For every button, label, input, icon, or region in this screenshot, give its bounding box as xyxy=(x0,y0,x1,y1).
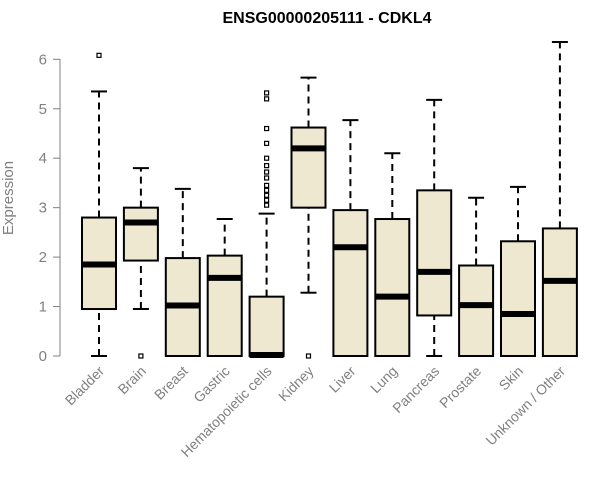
outlier-point xyxy=(138,353,144,359)
y-tick-label: 3 xyxy=(39,200,47,217)
outlier-point xyxy=(264,197,270,203)
iqr-box xyxy=(458,264,495,358)
outlier-point xyxy=(96,52,102,58)
box-group xyxy=(541,41,578,357)
outlier-point xyxy=(264,175,270,181)
y-tick-label: 2 xyxy=(39,249,47,266)
outlier-point xyxy=(264,90,270,96)
y-tick-label: 5 xyxy=(39,101,47,118)
iqr-box xyxy=(248,295,285,357)
x-tick-label: Bladder xyxy=(62,363,108,409)
box-group xyxy=(81,52,117,357)
box-group xyxy=(248,90,285,359)
outlier-point xyxy=(264,96,270,102)
y-tick-label: 0 xyxy=(39,348,47,365)
x-tick-label: Kidney xyxy=(275,363,317,405)
iqr-box xyxy=(416,189,453,317)
outlier-point xyxy=(264,140,270,146)
x-tick-label: Liver xyxy=(326,363,359,396)
iqr-box xyxy=(374,218,411,357)
box-group xyxy=(332,119,369,357)
boxes xyxy=(81,41,578,359)
outlier-point xyxy=(305,353,312,359)
box-group xyxy=(500,185,536,358)
x-tick-label: Unknown / Other xyxy=(482,363,568,449)
iqr-box xyxy=(332,209,369,357)
iqr-box xyxy=(122,206,159,262)
chart-title: ENSG00000205111 - CDKL4 xyxy=(222,10,431,27)
x-tick-label: Breast xyxy=(151,363,191,403)
y-tick-label: 6 xyxy=(39,51,47,68)
outlier-point xyxy=(264,125,270,132)
outlier-point xyxy=(264,155,270,161)
outlier-point xyxy=(264,169,270,175)
x-tick-label: Pancreas xyxy=(389,363,442,416)
x-tick-label: Skin xyxy=(496,363,527,394)
y-tick-label: 1 xyxy=(39,299,47,316)
x-tick-label: Prostate xyxy=(436,363,484,411)
iqr-box xyxy=(541,227,578,357)
box-group xyxy=(122,167,159,359)
outlier-point xyxy=(264,187,270,193)
outlier-point xyxy=(264,202,270,208)
y-tick-label: 4 xyxy=(39,150,47,167)
box-group xyxy=(164,187,201,357)
outlier-point xyxy=(264,163,270,169)
iqr-box xyxy=(500,240,536,358)
box-group xyxy=(458,196,495,358)
y-axis-label: Expression xyxy=(0,161,17,235)
iqr-box xyxy=(206,254,243,357)
box-group xyxy=(290,76,327,359)
box-group xyxy=(416,98,453,357)
y-axis: 0 1 2 3 4 5 6 xyxy=(39,51,61,365)
x-tick-label: Brain xyxy=(115,363,149,397)
box-group xyxy=(206,218,243,357)
iqr-box xyxy=(290,126,327,209)
outlier-point xyxy=(264,192,270,198)
outlier-point xyxy=(264,182,270,189)
x-tick-label: Lung xyxy=(367,363,400,396)
box-group xyxy=(374,152,411,357)
